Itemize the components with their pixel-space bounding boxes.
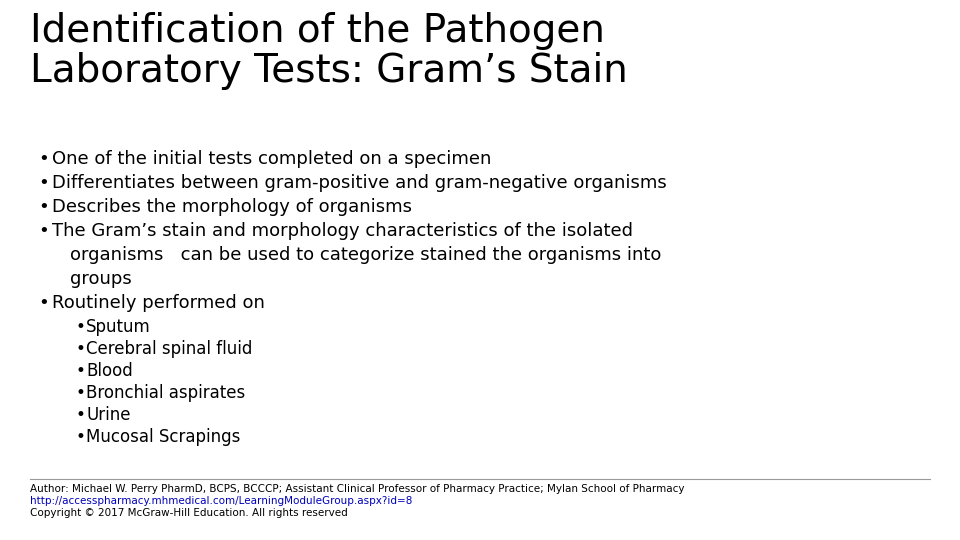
Text: One of the initial tests completed on a specimen: One of the initial tests completed on a …: [52, 150, 492, 168]
Text: •: •: [38, 150, 49, 168]
Text: organisms   can be used to categorize stained the organisms into: organisms can be used to categorize stai…: [70, 246, 661, 264]
Text: Urine: Urine: [86, 406, 131, 424]
Text: •: •: [76, 406, 85, 424]
Text: •: •: [76, 428, 85, 446]
Text: Laboratory Tests: Gram’s Stain: Laboratory Tests: Gram’s Stain: [30, 52, 628, 90]
Text: •: •: [38, 222, 49, 240]
Text: •: •: [76, 318, 85, 336]
Text: Differentiates between gram-positive and gram-negative organisms: Differentiates between gram-positive and…: [52, 174, 667, 192]
Text: Identification of the Pathogen: Identification of the Pathogen: [30, 12, 605, 50]
Text: •: •: [76, 384, 85, 402]
Text: The Gram’s stain and morphology characteristics of the isolated: The Gram’s stain and morphology characte…: [52, 222, 633, 240]
Text: Copyright © 2017 McGraw-Hill Education. All rights reserved: Copyright © 2017 McGraw-Hill Education. …: [30, 508, 348, 518]
Text: •: •: [76, 362, 85, 380]
Text: http://accesspharmacy.mhmedical.com/LearningModuleGroup.aspx?id=8: http://accesspharmacy.mhmedical.com/Lear…: [30, 496, 413, 506]
Text: •: •: [38, 198, 49, 216]
Text: Cerebral spinal fluid: Cerebral spinal fluid: [86, 340, 252, 358]
Text: •: •: [76, 340, 85, 358]
Text: Sputum: Sputum: [86, 318, 151, 336]
Text: •: •: [38, 174, 49, 192]
Text: Mucosal Scrapings: Mucosal Scrapings: [86, 428, 240, 446]
Text: Describes the morphology of organisms: Describes the morphology of organisms: [52, 198, 412, 216]
Text: Blood: Blood: [86, 362, 132, 380]
Text: •: •: [38, 294, 49, 312]
Text: groups: groups: [70, 270, 132, 288]
Text: Routinely performed on: Routinely performed on: [52, 294, 265, 312]
Text: Bronchial aspirates: Bronchial aspirates: [86, 384, 245, 402]
Text: Author: Michael W. Perry PharmD, BCPS, BCCCP; Assistant Clinical Professor of Ph: Author: Michael W. Perry PharmD, BCPS, B…: [30, 484, 684, 494]
